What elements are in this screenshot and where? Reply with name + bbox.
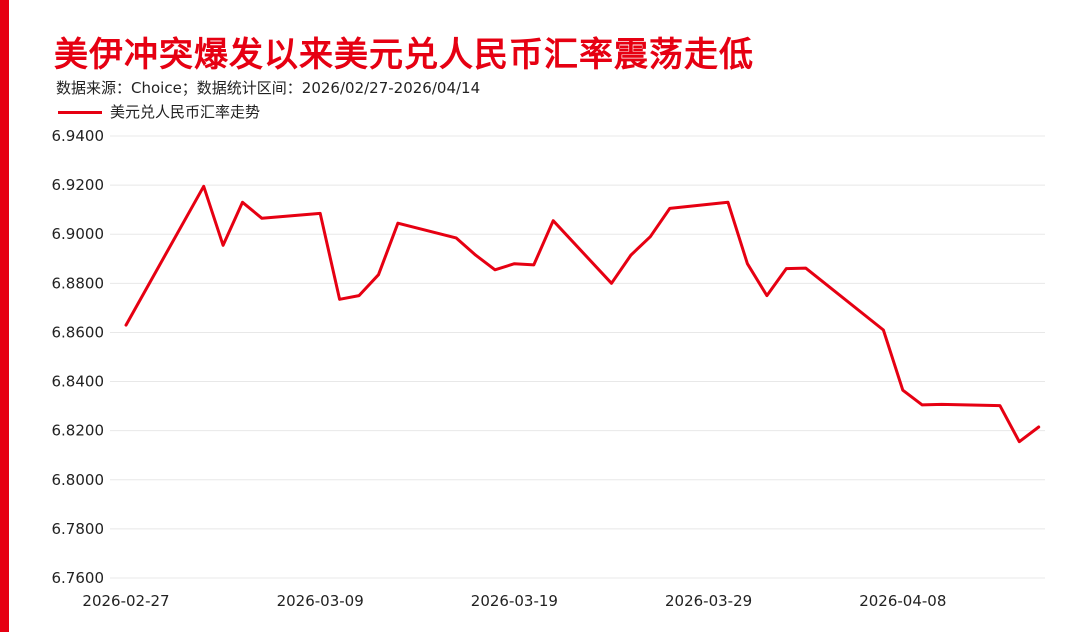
- x-tick-label: 2026-03-09: [277, 592, 364, 610]
- data-point: [726, 201, 730, 204]
- x-tick-label: 2026-02-27: [82, 592, 169, 610]
- data-point: [629, 253, 633, 257]
- x-axis-ticks: 2026-02-27 2026-03-09 2026-03-19 2026-03-29…: [82, 592, 946, 610]
- y-tick-label: 6.9000: [52, 225, 105, 243]
- y-tick-label: 6.9400: [52, 127, 105, 145]
- y-tick-label: 6.7800: [52, 520, 105, 538]
- y-tick-label: 6.8000: [52, 471, 105, 489]
- chart-subtitle: 数据来源：Choice；数据统计区间：2026/02/27-2026/04/14: [56, 79, 481, 97]
- legend-label: 美元兑人民币汇率走势: [110, 103, 261, 121]
- data-point: [241, 201, 244, 204]
- data-point: [785, 267, 788, 270]
- data-point: [804, 266, 807, 270]
- data-point: [396, 222, 400, 225]
- data-point: [901, 389, 904, 392]
- data-point: [377, 273, 380, 276]
- y-tick-label: 6.9200: [52, 176, 105, 194]
- data-point: [668, 207, 671, 210]
- data-point: [513, 262, 516, 265]
- y-tick-label: 6.8400: [52, 373, 105, 391]
- data-point: [552, 219, 555, 222]
- y-tick-label: 6.8200: [52, 422, 105, 440]
- chart-title: 美伊冲突爆发以来美元兑人民币汇率震荡走低: [54, 35, 754, 75]
- data-point: [1018, 440, 1021, 443]
- data-point: [940, 403, 943, 406]
- data-point: [493, 268, 497, 271]
- legend: 美元兑人民币汇率走势: [58, 102, 260, 122]
- data-point: [357, 294, 361, 297]
- data-point: [124, 323, 128, 327]
- data-point: [532, 263, 535, 267]
- legend-swatch: [58, 110, 102, 114]
- data-point: [649, 235, 652, 238]
- y-tick-label: 6.7600: [52, 569, 105, 587]
- x-tick-label: 2026-03-19: [471, 592, 558, 610]
- data-point: [998, 404, 1002, 407]
- data-point: [610, 282, 613, 285]
- x-tick-label: 2026-03-29: [665, 592, 752, 610]
- y-tick-label: 6.8600: [52, 323, 105, 341]
- data-point: [338, 298, 341, 301]
- data-point: [260, 217, 264, 220]
- data-point: [319, 212, 322, 215]
- data-point: [454, 236, 458, 240]
- grid-lines: [110, 135, 1045, 579]
- data-point: [746, 262, 749, 265]
- data-point: [765, 294, 769, 297]
- series-layer: [124, 184, 1041, 444]
- series-line: [124, 184, 1041, 444]
- y-axis-ticks: 6.9400 6.9200 6.9000 6.8800 6.8600 6.8400 6.82…: [52, 127, 105, 587]
- data-point: [202, 185, 205, 188]
- data-point: [921, 403, 924, 407]
- data-point: [882, 328, 885, 332]
- y-tick-label: 6.8800: [52, 274, 105, 292]
- data-point: [474, 253, 477, 257]
- data-point: [1037, 425, 1040, 429]
- accent-bar: [0, 0, 9, 632]
- x-tick-label: 2026-04-08: [859, 592, 946, 610]
- data-point: [221, 244, 225, 247]
